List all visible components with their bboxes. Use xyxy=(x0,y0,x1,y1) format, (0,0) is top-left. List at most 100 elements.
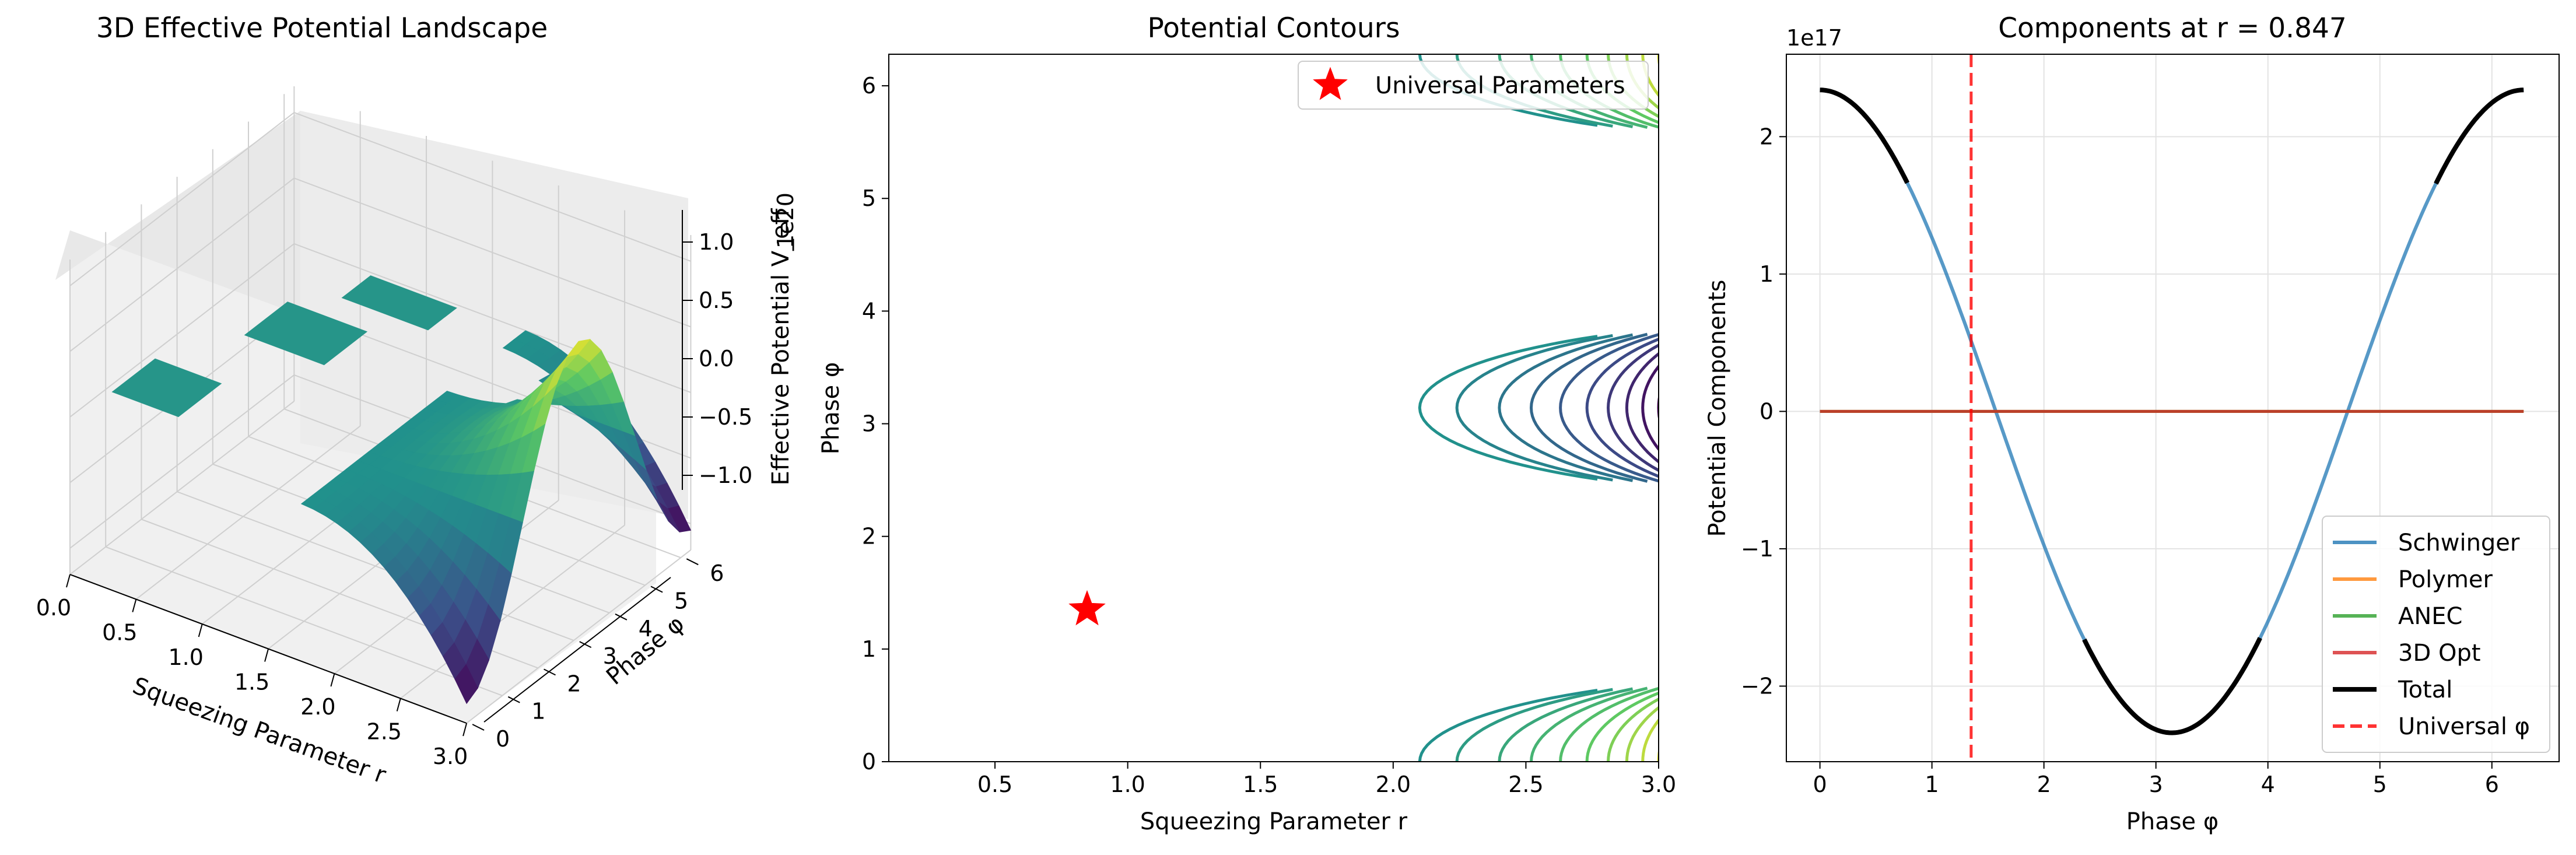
x-tick-label: 5 xyxy=(2373,772,2387,797)
grid-line xyxy=(69,112,295,286)
phi-tick-label: 1 xyxy=(531,699,545,724)
grid-line xyxy=(69,243,295,418)
contour-line xyxy=(1625,54,1659,110)
x-tick-label: 3.0 xyxy=(1641,772,1676,797)
z-tick-label: 0.5 xyxy=(699,288,734,313)
y-tick-label: −1 xyxy=(1741,536,1774,562)
grid-line xyxy=(293,177,691,328)
surface-flat-patch xyxy=(341,275,457,331)
contour-line xyxy=(1529,686,1648,762)
contour-ticks: 0.5 1.0 1.5 2.0 2.5 3.0 0 1 2 3 4 5 6 xyxy=(862,73,1676,797)
contour-lines xyxy=(1418,54,1659,762)
phi-tick-mark xyxy=(507,696,520,703)
y-tick-label: 5 xyxy=(862,185,876,211)
legend-label: Schwinger xyxy=(2398,530,2520,556)
phi-tick-mark xyxy=(615,613,628,621)
grid-line xyxy=(69,401,295,575)
x-tick-label: 1.0 xyxy=(1110,772,1145,797)
x-tick-label: 0.5 xyxy=(977,772,1012,797)
legend-label: Polymer xyxy=(2398,566,2493,593)
contour-legend-box xyxy=(1298,61,1649,110)
grid-line xyxy=(69,177,295,352)
components-legend-entries: Schwinger Polymer ANEC 3D Opt Total Universal… xyxy=(2333,530,2530,740)
star-marker xyxy=(1068,590,1106,626)
y-tick-label: 2 xyxy=(862,524,876,549)
contour-line xyxy=(1606,697,1659,762)
phi-tick-mark xyxy=(686,558,699,566)
contour-line xyxy=(1625,706,1659,762)
legend-label: Universal φ xyxy=(2398,713,2530,740)
components-plot-frame xyxy=(1786,54,2560,762)
x-tick-label: 2.5 xyxy=(1508,772,1543,797)
contour-line xyxy=(1559,332,1659,483)
r-tick-label: 1.0 xyxy=(168,644,203,670)
phi-tick-mark xyxy=(544,668,556,676)
surface-cell xyxy=(454,664,478,705)
grid-line xyxy=(466,549,692,724)
r-tick-label: 2.5 xyxy=(367,719,402,745)
components-lines xyxy=(1820,54,2524,762)
phi-tick-label: 2 xyxy=(567,671,581,696)
components-legend: Schwinger Polymer ANEC 3D Opt Total Universal… xyxy=(2322,516,2550,753)
phi-tick-label: 3 xyxy=(603,643,617,669)
phi-tick-mark xyxy=(472,724,485,731)
z-tick-label: −0.5 xyxy=(699,404,752,430)
phi-tick-mark xyxy=(579,641,592,648)
x-tick-label: 2 xyxy=(2037,772,2051,797)
contour-line xyxy=(1559,686,1659,762)
y-tick-label: 0 xyxy=(1760,398,1774,424)
r-tick-label: 3.0 xyxy=(433,744,468,769)
grid-line xyxy=(135,425,361,600)
r-tick-mark xyxy=(66,574,71,588)
phi-tick-label: 6 xyxy=(710,560,724,586)
components-title: Components at r = 0.847 xyxy=(1998,12,2347,44)
y-tick-label: 3 xyxy=(862,411,876,437)
contour-plot-frame xyxy=(888,54,1659,762)
grid-line xyxy=(177,491,574,642)
series-total xyxy=(2082,637,2262,735)
legend-label: Total xyxy=(2398,677,2452,703)
components-panel: Components at r = 0.847 0 1 2 3 4 5 6 −2 −1 0 1 2 1… xyxy=(1704,12,2560,835)
contour-line xyxy=(1641,364,1659,451)
components-x-label: Phase φ xyxy=(2126,808,2219,835)
contour-x-label: Squeezing Parameter r xyxy=(1140,808,1408,835)
contour-y-label: Phase φ xyxy=(818,362,844,455)
contour-line xyxy=(1585,691,1659,762)
components-y-label: Potential Components xyxy=(1704,279,1731,537)
contour-legend: Universal Parameters xyxy=(1298,61,1649,110)
y-tick-label: 1 xyxy=(1760,261,1774,287)
legend-star xyxy=(1313,66,1348,100)
z-tick-label: 0.0 xyxy=(699,346,734,372)
components-ticks: 0 1 2 3 4 5 6 −2 −1 0 1 2 xyxy=(1741,124,2499,797)
grid-line xyxy=(293,243,691,393)
r-tick-mark xyxy=(330,673,335,687)
surface-flat-patch xyxy=(244,302,368,366)
z-tick-label: 1.0 xyxy=(699,229,734,255)
r-tick-mark xyxy=(396,698,401,712)
x-tick-label: 1.5 xyxy=(1243,772,1278,797)
r-tick-mark xyxy=(462,723,468,737)
r-tick-label: 0.5 xyxy=(102,620,137,646)
contour-title: Potential Contours xyxy=(1148,12,1400,44)
series-total xyxy=(2434,87,2524,185)
legend-star-icon xyxy=(1313,66,1348,100)
contour-line xyxy=(1657,748,1659,762)
x-tick-label: 1 xyxy=(1925,772,1939,797)
x-tick-label: 0 xyxy=(1813,772,1827,797)
contour-line xyxy=(1455,334,1613,482)
grid-line xyxy=(293,112,691,262)
contour-line xyxy=(1657,54,1659,68)
legend-universal-parameters: Universal Parameters xyxy=(1375,72,1625,99)
r-tick-mark xyxy=(264,649,269,662)
r-tick-mark xyxy=(198,623,203,637)
contour-line xyxy=(1625,352,1659,464)
contour-line xyxy=(1641,54,1659,97)
phi-tick-label: 5 xyxy=(674,588,688,614)
r-tick-label: 0.0 xyxy=(36,595,71,621)
phi-tick-label: 4 xyxy=(639,616,653,642)
grid-line xyxy=(69,374,295,549)
surface-flat-patch xyxy=(111,358,222,418)
contour-panel: Potential Contours 0.5 1.0 1.5 2.0 2.5 3.0 0 1 2… xyxy=(818,12,1676,835)
z-offset-label: 1e20 xyxy=(773,192,798,248)
